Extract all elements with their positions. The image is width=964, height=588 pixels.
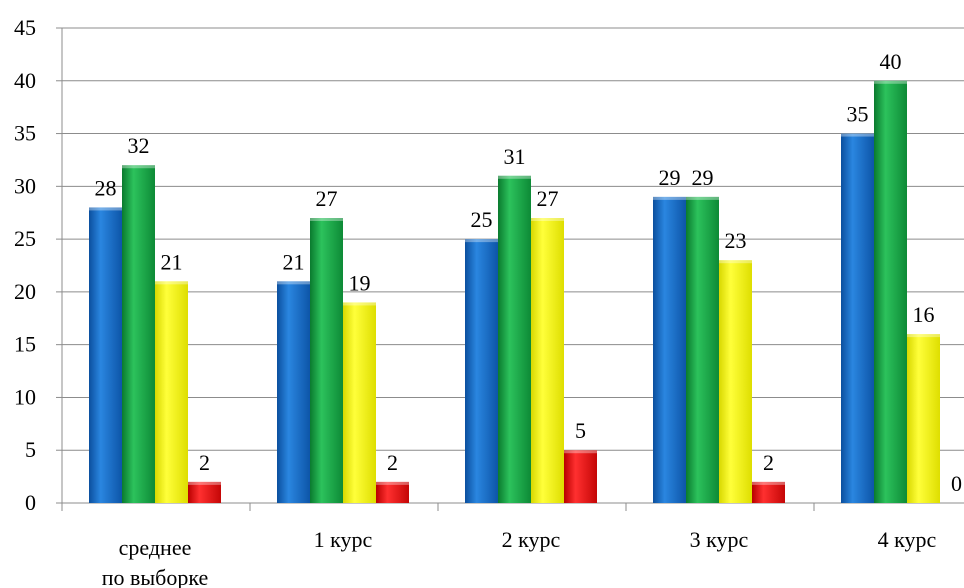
data-label: 21 [161, 249, 183, 274]
bar [155, 281, 188, 503]
bar-highlight [874, 80, 907, 84]
bar-highlight [277, 281, 310, 285]
bar-highlight [376, 481, 409, 485]
bar [564, 450, 597, 503]
y-tick-label: 20 [14, 279, 36, 304]
bar [841, 133, 874, 504]
x-category-label: 3 курс [690, 527, 749, 552]
x-category-label: 1 курс [314, 527, 373, 552]
y-tick-label: 10 [14, 384, 36, 409]
data-label: 21 [283, 249, 305, 274]
bar-highlight [719, 260, 752, 264]
data-label: 29 [659, 165, 681, 190]
x-axis: среднее по выборке 1 курс 2 курс 3 курс 4 кур… [61, 502, 964, 588]
bar [752, 481, 785, 503]
data-label: 23 [725, 228, 747, 253]
x-category-label: среднее [119, 535, 192, 560]
bar [719, 260, 752, 503]
bar-highlight [498, 175, 531, 179]
x-category-label: 4 курс [878, 527, 937, 552]
bar-highlight [531, 218, 564, 221]
y-axis: 0 5 10 15 20 25 30 35 40 45 [14, 15, 63, 515]
data-label: 35 [847, 102, 869, 127]
y-tick-label: 25 [14, 226, 36, 251]
data-label: 25 [471, 207, 493, 232]
data-label: 0 [951, 471, 962, 496]
y-tick-label: 30 [14, 173, 36, 198]
data-label: 2 [199, 450, 210, 475]
bar-highlight [188, 481, 221, 485]
bar [874, 80, 907, 504]
bar [89, 207, 122, 503]
bar [465, 239, 498, 503]
bar [686, 196, 719, 503]
bar-highlight [122, 165, 155, 169]
bar-highlight [686, 196, 719, 200]
data-label: 19 [349, 270, 371, 295]
bar [343, 302, 376, 503]
y-tick-label: 5 [25, 437, 36, 462]
data-label: 27 [537, 186, 559, 211]
data-label: 32 [128, 133, 150, 158]
bar-highlight [752, 481, 785, 485]
y-tick-label: 0 [25, 490, 36, 515]
bar-highlight [155, 281, 188, 285]
x-category-label: по выборке [102, 565, 209, 588]
data-labels: 28 32 21 2 21 27 19 2 25 31 27 5 29 29 23 2 35 40 16 0 [95, 49, 963, 496]
y-tick-label: 45 [14, 15, 36, 40]
bar-highlight [841, 133, 874, 137]
bar [376, 481, 409, 503]
bar [653, 196, 686, 503]
data-label: 2 [387, 450, 398, 475]
y-tick-label: 35 [14, 121, 36, 146]
bar-highlight [653, 196, 686, 200]
data-label: 28 [95, 175, 117, 200]
data-label: 2 [763, 450, 774, 475]
bar-highlight [343, 302, 376, 306]
bar-highlight [907, 334, 940, 338]
bar [277, 281, 310, 503]
bar-highlight [310, 218, 343, 221]
data-label: 40 [880, 49, 902, 74]
data-label: 27 [316, 186, 338, 211]
data-label: 5 [575, 418, 586, 443]
bar [531, 218, 564, 503]
bars [89, 80, 940, 504]
y-tick-label: 15 [14, 332, 36, 357]
data-label: 16 [913, 302, 935, 327]
y-tick-label: 40 [14, 68, 36, 93]
bar [907, 334, 940, 503]
bar [122, 165, 155, 503]
data-label: 31 [504, 144, 526, 169]
bar-highlight [465, 239, 498, 243]
bar [310, 218, 343, 503]
x-category-label: 2 курс [502, 527, 561, 552]
bar-highlight [564, 450, 597, 454]
bar [498, 175, 531, 503]
bar [188, 481, 221, 503]
bar-highlight [89, 207, 122, 211]
data-label: 29 [692, 165, 714, 190]
